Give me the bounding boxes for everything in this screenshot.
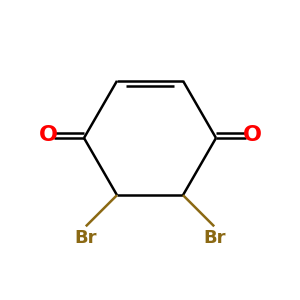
Text: Br: Br bbox=[203, 229, 225, 247]
Text: O: O bbox=[38, 125, 58, 145]
Text: O: O bbox=[242, 125, 262, 145]
Text: Br: Br bbox=[75, 229, 97, 247]
